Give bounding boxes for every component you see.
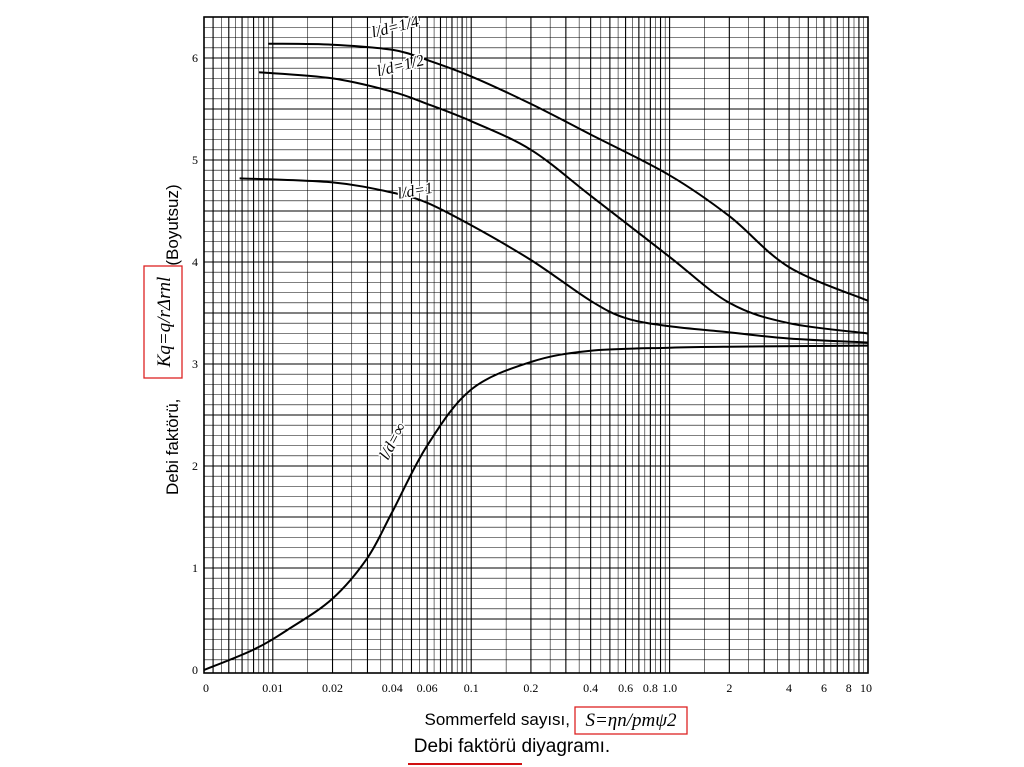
x-formula-highlight-box bbox=[574, 706, 688, 735]
y-tick-label: 6 bbox=[192, 51, 198, 65]
svg-text:Debi faktörü,: Debi faktörü, bbox=[163, 399, 182, 495]
y-axis-title: Debi faktörü, bbox=[163, 399, 182, 495]
y-tick-label: 2 bbox=[192, 459, 198, 473]
y-tick-labels: 0 1 2 3 4 5 6 bbox=[192, 51, 198, 677]
y-tick-label: 4 bbox=[192, 255, 198, 269]
y-axis-formula: Kq=q/rΔrnl bbox=[154, 277, 175, 369]
x-tick-label: 2 bbox=[726, 681, 732, 695]
y-axis-formula-group: Kq=q/rΔrnl bbox=[143, 265, 183, 379]
x-tick-label: 6 bbox=[821, 681, 827, 695]
curve-label: l/d=1 bbox=[396, 180, 434, 203]
grid bbox=[203, 16, 868, 673]
y-tick-label: 0 bbox=[192, 663, 198, 677]
x-axis-formula: S=ηn/pmψ2 bbox=[585, 710, 677, 731]
curves bbox=[203, 42, 869, 671]
curve-l-d-one bbox=[239, 177, 869, 344]
curve-labels: l/d=1/4l/d=1/2l/d=1l/d=∞ bbox=[368, 12, 435, 464]
caption-highlight: Debi faktörü bbox=[407, 736, 523, 765]
caption-rest: diyagramı. bbox=[516, 736, 611, 757]
x-tick-label: 0.1 bbox=[464, 681, 479, 695]
x-tick-label: 10 bbox=[860, 681, 872, 695]
y-tick-label: 5 bbox=[192, 153, 198, 167]
x-tick-label: 1.0 bbox=[662, 681, 677, 695]
x-tick-label: 0.2 bbox=[523, 681, 538, 695]
x-tick-label: 0.01 bbox=[262, 681, 283, 695]
x-tick-label: 0 bbox=[203, 681, 209, 695]
y-axis-unit-group: (Boyutsuz) bbox=[163, 184, 182, 265]
y-formula-highlight-box bbox=[143, 265, 183, 379]
x-tick-label: 0.04 bbox=[382, 681, 403, 695]
plot-frame bbox=[203, 16, 869, 674]
curve-l-d-quarter bbox=[268, 42, 869, 302]
x-tick-label: 8 bbox=[846, 681, 852, 695]
x-tick-label: 0.06 bbox=[417, 681, 438, 695]
x-tick-label: 4 bbox=[786, 681, 792, 695]
chart-caption: Debi faktörü diyagramı. bbox=[0, 736, 1024, 765]
y-axis-label: Debi faktörü, bbox=[163, 399, 182, 495]
x-tick-label: 0.02 bbox=[322, 681, 343, 695]
x-tick-label: 0.4 bbox=[583, 681, 598, 695]
curve-l-d-infinity bbox=[203, 344, 869, 671]
curve-label: l/d=1/2 bbox=[375, 52, 426, 80]
x-tick-label: 0.6 bbox=[618, 681, 633, 695]
y-tick-label: 1 bbox=[192, 561, 198, 575]
curve-l-d-half bbox=[258, 71, 869, 335]
x-axis-label: Sommerfeld sayısı, bbox=[425, 710, 571, 729]
curve-label: l/d=∞ bbox=[376, 420, 409, 462]
x-tick-labels: 0 0.01 0.02 0.04 0.06 0.1 0.2 0.4 0.6 0.8 1.0 2 4 6 8 1… bbox=[203, 681, 872, 695]
y-tick-label: 3 bbox=[192, 357, 198, 371]
y-axis-unit: (Boyutsuz) bbox=[163, 184, 182, 265]
x-tick-label: 0.8 bbox=[643, 681, 658, 695]
